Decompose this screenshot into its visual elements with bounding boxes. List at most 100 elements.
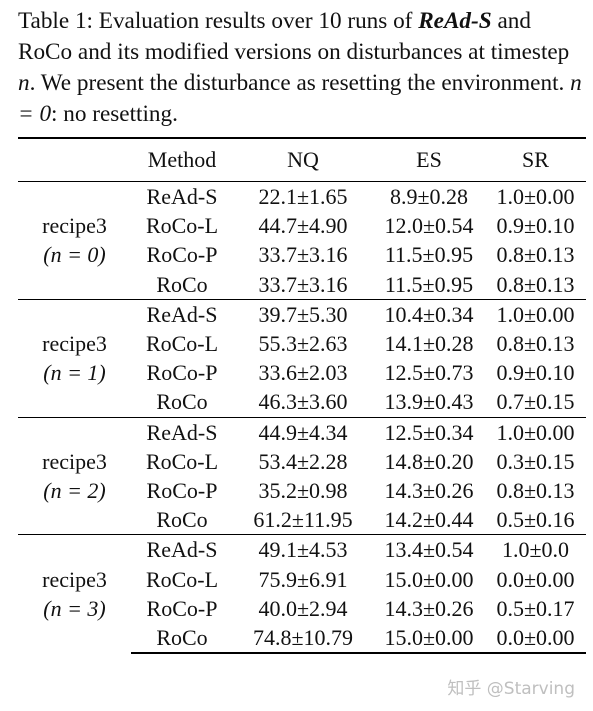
table-row: RoCo-L 53.4±2.28 14.8±0.20 0.3±0.15 — [18, 447, 586, 476]
cell-sr: 1.0±0.0 — [485, 534, 586, 565]
cell-es: 8.9±0.28 — [373, 181, 485, 212]
cell-sr: 1.0±0.00 — [485, 298, 586, 329]
cell-sr: 0.8±0.13 — [496, 271, 575, 297]
cell-method: RoCo-L — [145, 448, 219, 474]
group-condition: (n = 0) — [43, 242, 106, 268]
results-table: Method NQ ES SR recipe3 (n = 0) ReAd-S 22.1… — [18, 137, 586, 655]
table-row: RoCo 61.2±11.95 14.2±0.44 0.5±0.16 — [18, 505, 586, 535]
cell-es: 12.0±0.54 — [384, 213, 474, 239]
caption-method-name: ReAd-S — [418, 8, 492, 34]
cell-nq: 49.1±4.53 — [233, 534, 373, 565]
cell-sr: 0.0±0.00 — [485, 622, 586, 655]
cell-es: 12.5±0.34 — [373, 416, 485, 447]
cell-es: 14.3±0.26 — [384, 477, 474, 503]
cell-sr: 0.0±0.00 — [496, 566, 575, 592]
cell-es: 14.2±0.44 — [384, 507, 474, 533]
caption-text-middle: and RoCo and its modified versions on di… — [18, 8, 570, 65]
table-row: RoCo-P 35.2±0.98 14.3±0.26 0.8±0.13 — [18, 476, 586, 505]
cell-method: ReAd-S — [131, 298, 233, 329]
table-row: RoCo 33.7±3.16 11.5±0.95 0.8±0.13 — [18, 270, 586, 300]
cell-es: 12.5±0.73 — [384, 360, 474, 386]
cell-nq: 33.7±3.16 — [258, 271, 348, 297]
group-label: recipe3 — [42, 331, 107, 357]
cell-method: RoCo-L — [145, 566, 219, 592]
cell-nq: 75.9±6.91 — [258, 566, 348, 592]
cell-sr: 0.7±0.15 — [496, 389, 575, 415]
cell-es: 15.0±0.00 — [373, 622, 485, 655]
cell-method: ReAd-S — [131, 181, 233, 212]
group-label-cell: recipe3 (n = 2) — [18, 416, 131, 535]
group-condition: (n = 1) — [43, 360, 106, 386]
header-nq: NQ — [233, 137, 373, 182]
header-sr: SR — [485, 137, 586, 182]
table-header: Method NQ ES SR — [18, 137, 586, 182]
cell-nq: 40.0±2.94 — [258, 595, 348, 621]
cell-sr: 0.5±0.17 — [496, 595, 575, 621]
caption-text-before: Evaluation results over 10 runs of — [93, 8, 419, 34]
caption-condition: n = 0 — [18, 70, 582, 127]
group-label: recipe3 — [42, 213, 107, 239]
cell-sr: 0.9±0.10 — [496, 213, 575, 239]
cell-es: 11.5±0.95 — [384, 242, 474, 268]
cell-method: RoCo — [156, 389, 208, 415]
table-group: recipe3 (n = 3) ReAd-S 49.1±4.53 13.4±0.54 1.… — [18, 534, 586, 655]
table-row: recipe3 (n = 1) ReAd-S 39.7±5.30 10.4±0.34 1.… — [18, 298, 586, 417]
cell-nq: 33.6±2.03 — [258, 360, 348, 386]
cell-method: RoCo-P — [146, 595, 218, 621]
cell-nq: 44.7±4.90 — [258, 213, 348, 239]
cell-es: 13.4±0.54 — [373, 534, 485, 565]
cell-nq: 44.9±4.34 — [233, 416, 373, 447]
cell-sr: 1.0±0.00 — [485, 181, 586, 212]
table-row: recipe3 (n = 0) ReAd-S 22.1±1.65 8.9±0.28 1.0… — [18, 181, 586, 300]
cell-es: 15.0±0.00 — [384, 566, 474, 592]
cell-sr: 0.9±0.10 — [496, 360, 575, 386]
group-label-cell: recipe3 (n = 0) — [18, 181, 131, 300]
cell-es: 10.4±0.34 — [373, 298, 485, 329]
cell-method: RoCo — [156, 271, 208, 297]
table-group: recipe3 (n = 1) ReAd-S 39.7±5.30 10.4±0.34 1.… — [18, 298, 586, 417]
cell-method: RoCo-P — [146, 360, 218, 386]
group-condition: (n = 2) — [43, 477, 106, 503]
group-label-cell: recipe3 (n = 1) — [18, 298, 131, 417]
cell-nq: 74.8±10.79 — [233, 622, 373, 655]
header-es: ES — [373, 137, 485, 182]
table-row: RoCo-P 40.0±2.94 14.3±0.26 0.5±0.17 — [18, 594, 586, 623]
cell-nq: 35.2±0.98 — [258, 477, 348, 503]
table-group: recipe3 (n = 0) ReAd-S 22.1±1.65 8.9±0.28 1.0… — [18, 181, 586, 300]
table-row: RoCo-P 33.7±3.16 11.5±0.95 0.8±0.13 — [18, 240, 586, 269]
cell-method: RoCo — [156, 507, 208, 533]
cell-sr: 0.8±0.13 — [496, 331, 575, 357]
cell-method: RoCo-P — [146, 477, 218, 503]
caption-text-after: . We present the disturbance as resettin… — [29, 70, 571, 96]
table-row: RoCo 74.8±10.79 15.0±0.00 0.0±0.00 — [18, 622, 586, 655]
cell-method: RoCo — [131, 622, 233, 655]
cell-sr: 0.5±0.16 — [496, 507, 575, 533]
cell-nq: 33.7±3.16 — [258, 242, 348, 268]
cell-es: 11.5±0.95 — [384, 271, 474, 297]
table-row: RoCo-L 55.3±2.63 14.1±0.28 0.8±0.13 — [18, 329, 586, 358]
cell-sr: 0.8±0.13 — [496, 477, 575, 503]
header-group — [18, 137, 131, 182]
cell-nq: 46.3±3.60 — [258, 389, 348, 415]
cell-nq: 22.1±1.65 — [233, 181, 373, 212]
caption-variable-n: n — [18, 70, 30, 96]
cell-nq: 53.4±2.28 — [258, 448, 348, 474]
header-method: Method — [131, 137, 233, 182]
table-row: RoCo-L 75.9±6.91 15.0±0.00 0.0±0.00 — [18, 564, 586, 593]
cell-nq: 55.3±2.63 — [258, 331, 348, 357]
group-label: recipe3 — [42, 448, 107, 474]
table-row: recipe3 (n = 2) ReAd-S 44.9±4.34 12.5±0.34 1.… — [18, 416, 586, 535]
cell-method: RoCo-P — [146, 242, 218, 268]
cell-es: 14.1±0.28 — [384, 331, 474, 357]
cell-es: 14.8±0.20 — [384, 448, 474, 474]
table-row: recipe3 (n = 3) ReAd-S 49.1±4.53 13.4±0.54 1.… — [18, 534, 586, 653]
cell-sr: 0.8±0.13 — [496, 242, 575, 268]
cell-es: 13.9±0.43 — [384, 389, 474, 415]
group-label-cell: recipe3 (n = 3) — [18, 534, 131, 653]
table-row: RoCo 46.3±3.60 13.9±0.43 0.7±0.15 — [18, 387, 586, 417]
cell-sr: 0.3±0.15 — [496, 448, 575, 474]
cell-method: ReAd-S — [131, 416, 233, 447]
group-condition: (n = 3) — [43, 596, 106, 622]
table-group: recipe3 (n = 2) ReAd-S 44.9±4.34 12.5±0.34 1.… — [18, 416, 586, 535]
cell-sr: 1.0±0.00 — [485, 416, 586, 447]
